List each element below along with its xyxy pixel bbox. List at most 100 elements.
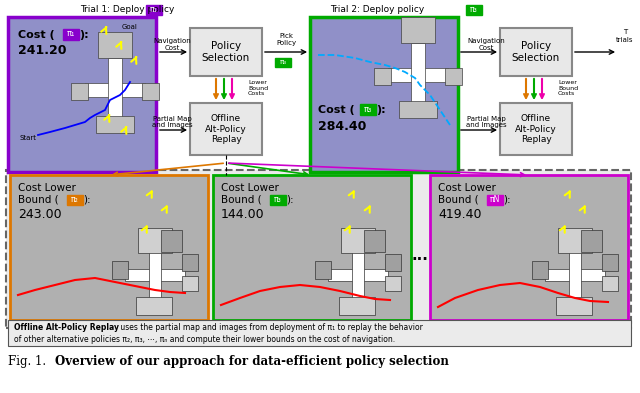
Text: Bound (: Bound ( — [438, 195, 479, 205]
Text: 241.20: 241.20 — [18, 44, 67, 57]
Text: Policy
Selection: Policy Selection — [512, 41, 560, 63]
Bar — [388, 68, 448, 82]
Bar — [580, 230, 602, 252]
Text: ):: ): — [503, 195, 511, 205]
Text: Lower
Bound
Costs: Lower Bound Costs — [558, 80, 578, 96]
Bar — [466, 5, 482, 15]
Bar — [85, 83, 145, 97]
Text: Partial Map
and Images: Partial Map and Images — [152, 116, 192, 129]
Bar — [602, 254, 618, 272]
Bar — [374, 68, 391, 85]
Text: Bound (: Bound ( — [221, 195, 262, 205]
Bar — [96, 116, 134, 132]
Text: Offline Alt-Policy Replay: Offline Alt-Policy Replay — [14, 323, 119, 332]
Bar — [568, 242, 582, 308]
Text: Partial Map
and Images: Partial Map and Images — [466, 116, 506, 129]
Bar — [340, 228, 375, 253]
Text: Trial 1: Deploy policy: Trial 1: Deploy policy — [80, 4, 177, 13]
Bar — [136, 297, 172, 315]
Text: πN: πN — [490, 195, 500, 204]
Bar — [430, 175, 628, 320]
Bar — [315, 261, 331, 279]
Bar — [532, 261, 548, 279]
Bar — [602, 276, 618, 291]
Text: Cost Lower: Cost Lower — [18, 183, 76, 193]
Text: 419.40: 419.40 — [438, 209, 481, 222]
Bar — [339, 297, 375, 315]
Bar — [487, 195, 503, 205]
Bar — [182, 276, 198, 291]
Bar — [125, 268, 185, 281]
Bar — [142, 83, 159, 100]
Text: π₃: π₃ — [364, 105, 372, 114]
Bar — [500, 28, 572, 76]
Bar — [161, 230, 182, 252]
Text: Cost Lower: Cost Lower — [438, 183, 496, 193]
Bar — [213, 175, 411, 320]
Text: Pick
Policy: Pick Policy — [276, 33, 296, 46]
Bar — [445, 68, 462, 85]
Text: ):: ): — [79, 30, 88, 40]
Text: Cost Lower: Cost Lower — [221, 183, 279, 193]
Text: 144.00: 144.00 — [221, 209, 264, 222]
Bar — [138, 228, 172, 253]
Bar — [6, 170, 631, 328]
Text: π₁: π₁ — [150, 6, 158, 15]
Text: 243.00: 243.00 — [18, 209, 61, 222]
Text: Lower
Bound
Costs: Lower Bound Costs — [248, 80, 268, 96]
Text: Navigation
Cost: Navigation Cost — [153, 39, 191, 51]
Bar — [385, 254, 401, 272]
Bar — [146, 5, 162, 15]
Bar — [275, 58, 291, 67]
Text: π₂: π₂ — [71, 195, 79, 204]
Bar — [71, 83, 88, 100]
Bar — [328, 268, 388, 281]
Bar — [98, 32, 132, 58]
Bar — [67, 195, 83, 205]
Bar — [8, 17, 156, 172]
Bar — [270, 195, 286, 205]
Bar — [500, 103, 572, 155]
Bar — [399, 101, 436, 118]
Bar — [310, 17, 458, 172]
Text: Trial 2: Deploy policy: Trial 2: Deploy policy — [330, 4, 427, 13]
Text: T
trials: T trials — [616, 29, 634, 42]
Text: Goal: Goal — [122, 24, 138, 30]
Bar — [112, 261, 127, 279]
Bar — [557, 228, 592, 253]
Bar — [364, 230, 385, 252]
Text: Cost (: Cost ( — [318, 105, 355, 115]
Text: π₃: π₃ — [280, 59, 287, 65]
Text: Policy
Selection: Policy Selection — [202, 41, 250, 63]
Bar — [8, 320, 631, 346]
Text: ):: ): — [286, 195, 294, 205]
Bar — [190, 103, 262, 155]
Bar — [360, 104, 376, 115]
Bar — [385, 276, 401, 291]
Text: Start: Start — [20, 135, 37, 141]
Text: Offline
Alt-Policy
Replay: Offline Alt-Policy Replay — [205, 114, 247, 144]
Text: uses the partial map and images from deployment of π₁ to replay the behavior: uses the partial map and images from dep… — [118, 323, 423, 332]
Bar — [63, 29, 79, 40]
Text: of other alternative policies π₂, π₃, ⋯, πₙ and compute their lower bounds on th: of other alternative policies π₂, π₃, ⋯,… — [14, 334, 395, 343]
Text: Offline
Alt-Policy
Replay: Offline Alt-Policy Replay — [515, 114, 557, 144]
Bar — [148, 242, 161, 308]
Text: ):: ): — [83, 195, 91, 205]
Bar — [108, 58, 122, 122]
Text: π₃: π₃ — [470, 6, 478, 15]
Bar — [412, 43, 425, 107]
Text: Cost (: Cost ( — [18, 30, 54, 40]
Text: ):: ): — [376, 105, 386, 115]
Bar — [556, 297, 592, 315]
Text: Bound (: Bound ( — [18, 195, 59, 205]
Text: π₃: π₃ — [274, 195, 282, 204]
Text: ...: ... — [412, 248, 428, 263]
Text: Overview of our approach for data-efficient policy selection: Overview of our approach for data-effici… — [55, 356, 449, 369]
Text: Navigation
Cost: Navigation Cost — [467, 39, 505, 51]
Text: 284.40: 284.40 — [318, 119, 366, 132]
Bar — [10, 175, 208, 320]
Bar — [545, 268, 605, 281]
Bar — [182, 254, 198, 272]
Bar — [401, 17, 435, 43]
Text: Fig. 1.: Fig. 1. — [8, 356, 46, 369]
